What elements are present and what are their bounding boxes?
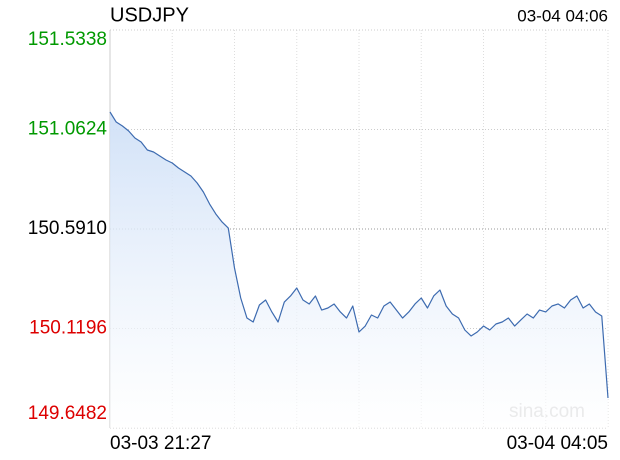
x-tick-label: 03-03 21:27 xyxy=(110,433,211,454)
y-tick-label: 151.0624 xyxy=(28,119,108,140)
timestamp: 03-04 04:06 xyxy=(517,6,608,25)
x-tick-label: 03-04 04:05 xyxy=(507,433,608,454)
y-tick-label: 150.5910 xyxy=(28,218,107,239)
y-tick-label: 150.1196 xyxy=(29,318,107,339)
line xyxy=(109,111,609,399)
chart-title: USDJPY xyxy=(110,4,189,26)
area xyxy=(110,112,608,428)
y-tick-label: 151.5338 xyxy=(28,29,107,50)
y-tick-label: 149.6482 xyxy=(28,403,107,424)
